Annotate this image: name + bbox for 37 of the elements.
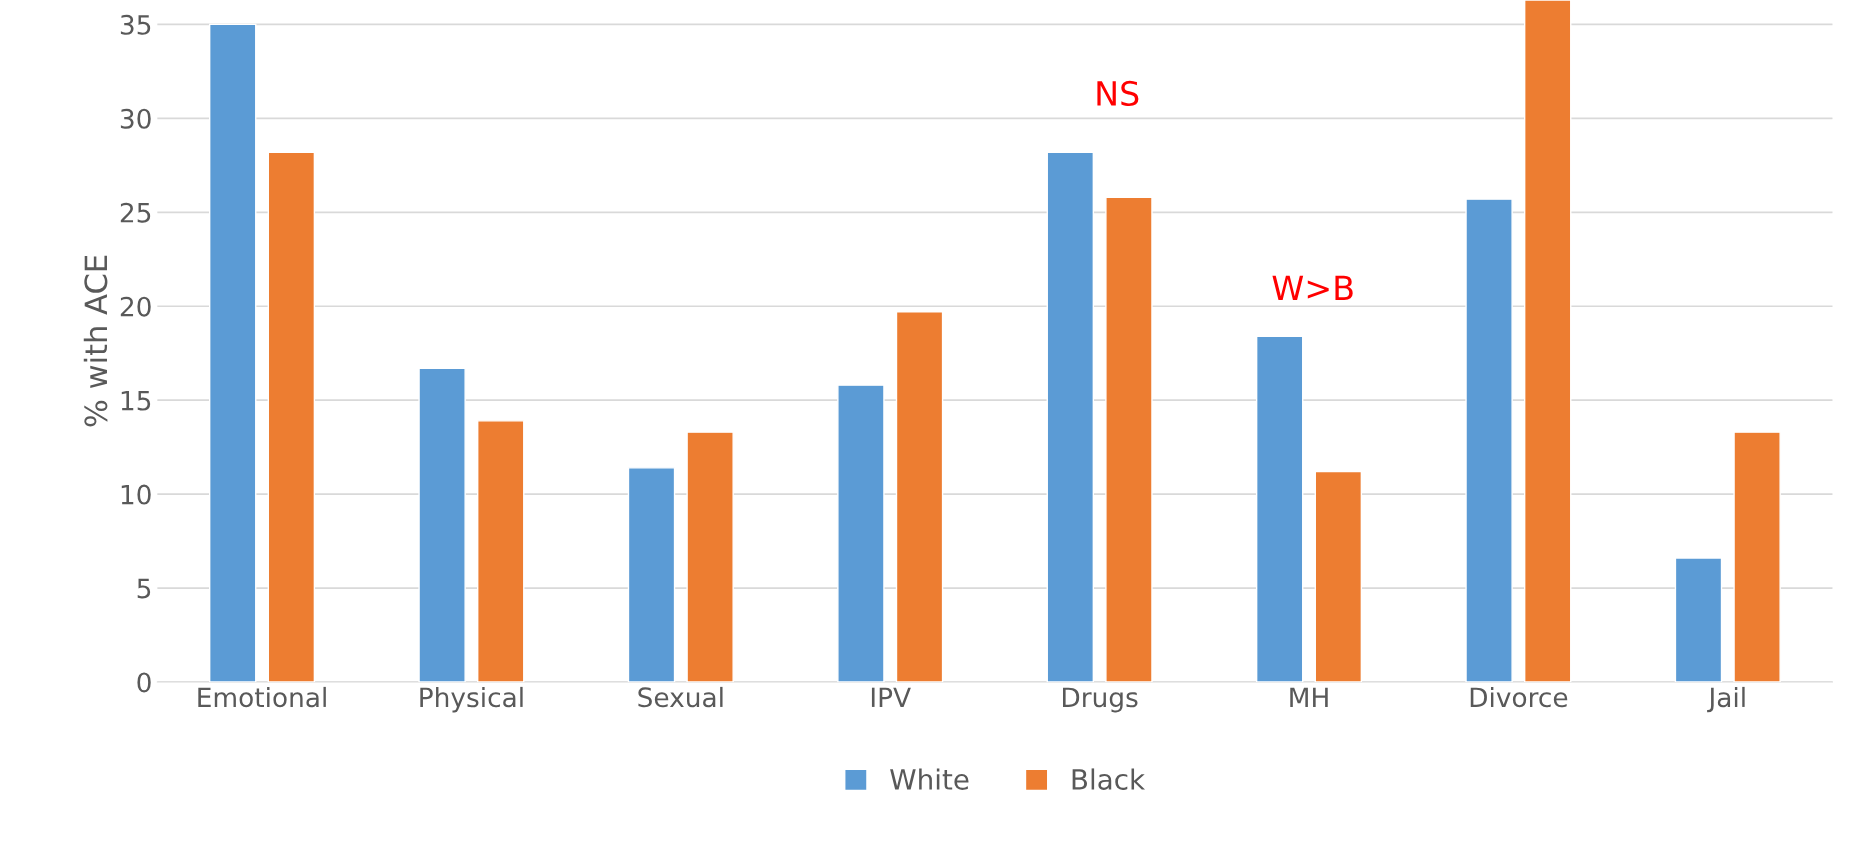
x-tick-label: Jail <box>1707 686 1745 713</box>
x-tick-label: Emotional <box>198 686 326 708</box>
bar <box>477 420 525 683</box>
bar <box>686 431 734 683</box>
bar <box>418 367 466 683</box>
bar <box>208 23 257 683</box>
x-tick-label: Sexual <box>638 686 723 708</box>
bar <box>1733 431 1781 683</box>
x-tick-label: Drugs <box>1063 687 1138 713</box>
x-tick-label: MH <box>1290 687 1328 707</box>
bar <box>1523 0 1572 683</box>
bar <box>1465 198 1513 683</box>
y-tick-label: 25 <box>120 202 151 223</box>
bar <box>1314 470 1363 683</box>
bar <box>895 311 944 683</box>
bar <box>267 151 316 683</box>
annotation: NS <box>1097 80 1139 107</box>
legend-label: White <box>890 768 969 790</box>
y-tick-label: 10 <box>121 484 151 505</box>
y-axis-title: % with ACE <box>83 255 108 427</box>
y-tick-label: 30 <box>120 108 151 129</box>
bar <box>837 384 885 683</box>
y-tick-label: 0 <box>137 672 151 693</box>
y-tick-label: 5 <box>137 578 151 599</box>
annotation: W>B <box>1272 275 1353 300</box>
legend-label: Black <box>1072 768 1146 790</box>
bar <box>1046 151 1095 683</box>
bar <box>1674 557 1723 683</box>
x-tick-label: Physical <box>420 686 523 713</box>
bar <box>627 467 676 683</box>
y-tick-label: 15 <box>121 390 151 411</box>
bar <box>1255 335 1304 683</box>
bar <box>1105 196 1153 683</box>
x-tick-label: IPV <box>871 687 911 707</box>
y-tick-label: 35 <box>120 14 151 35</box>
x-tick-label: Divorce <box>1470 686 1568 708</box>
y-tick-label: 20 <box>120 296 151 317</box>
